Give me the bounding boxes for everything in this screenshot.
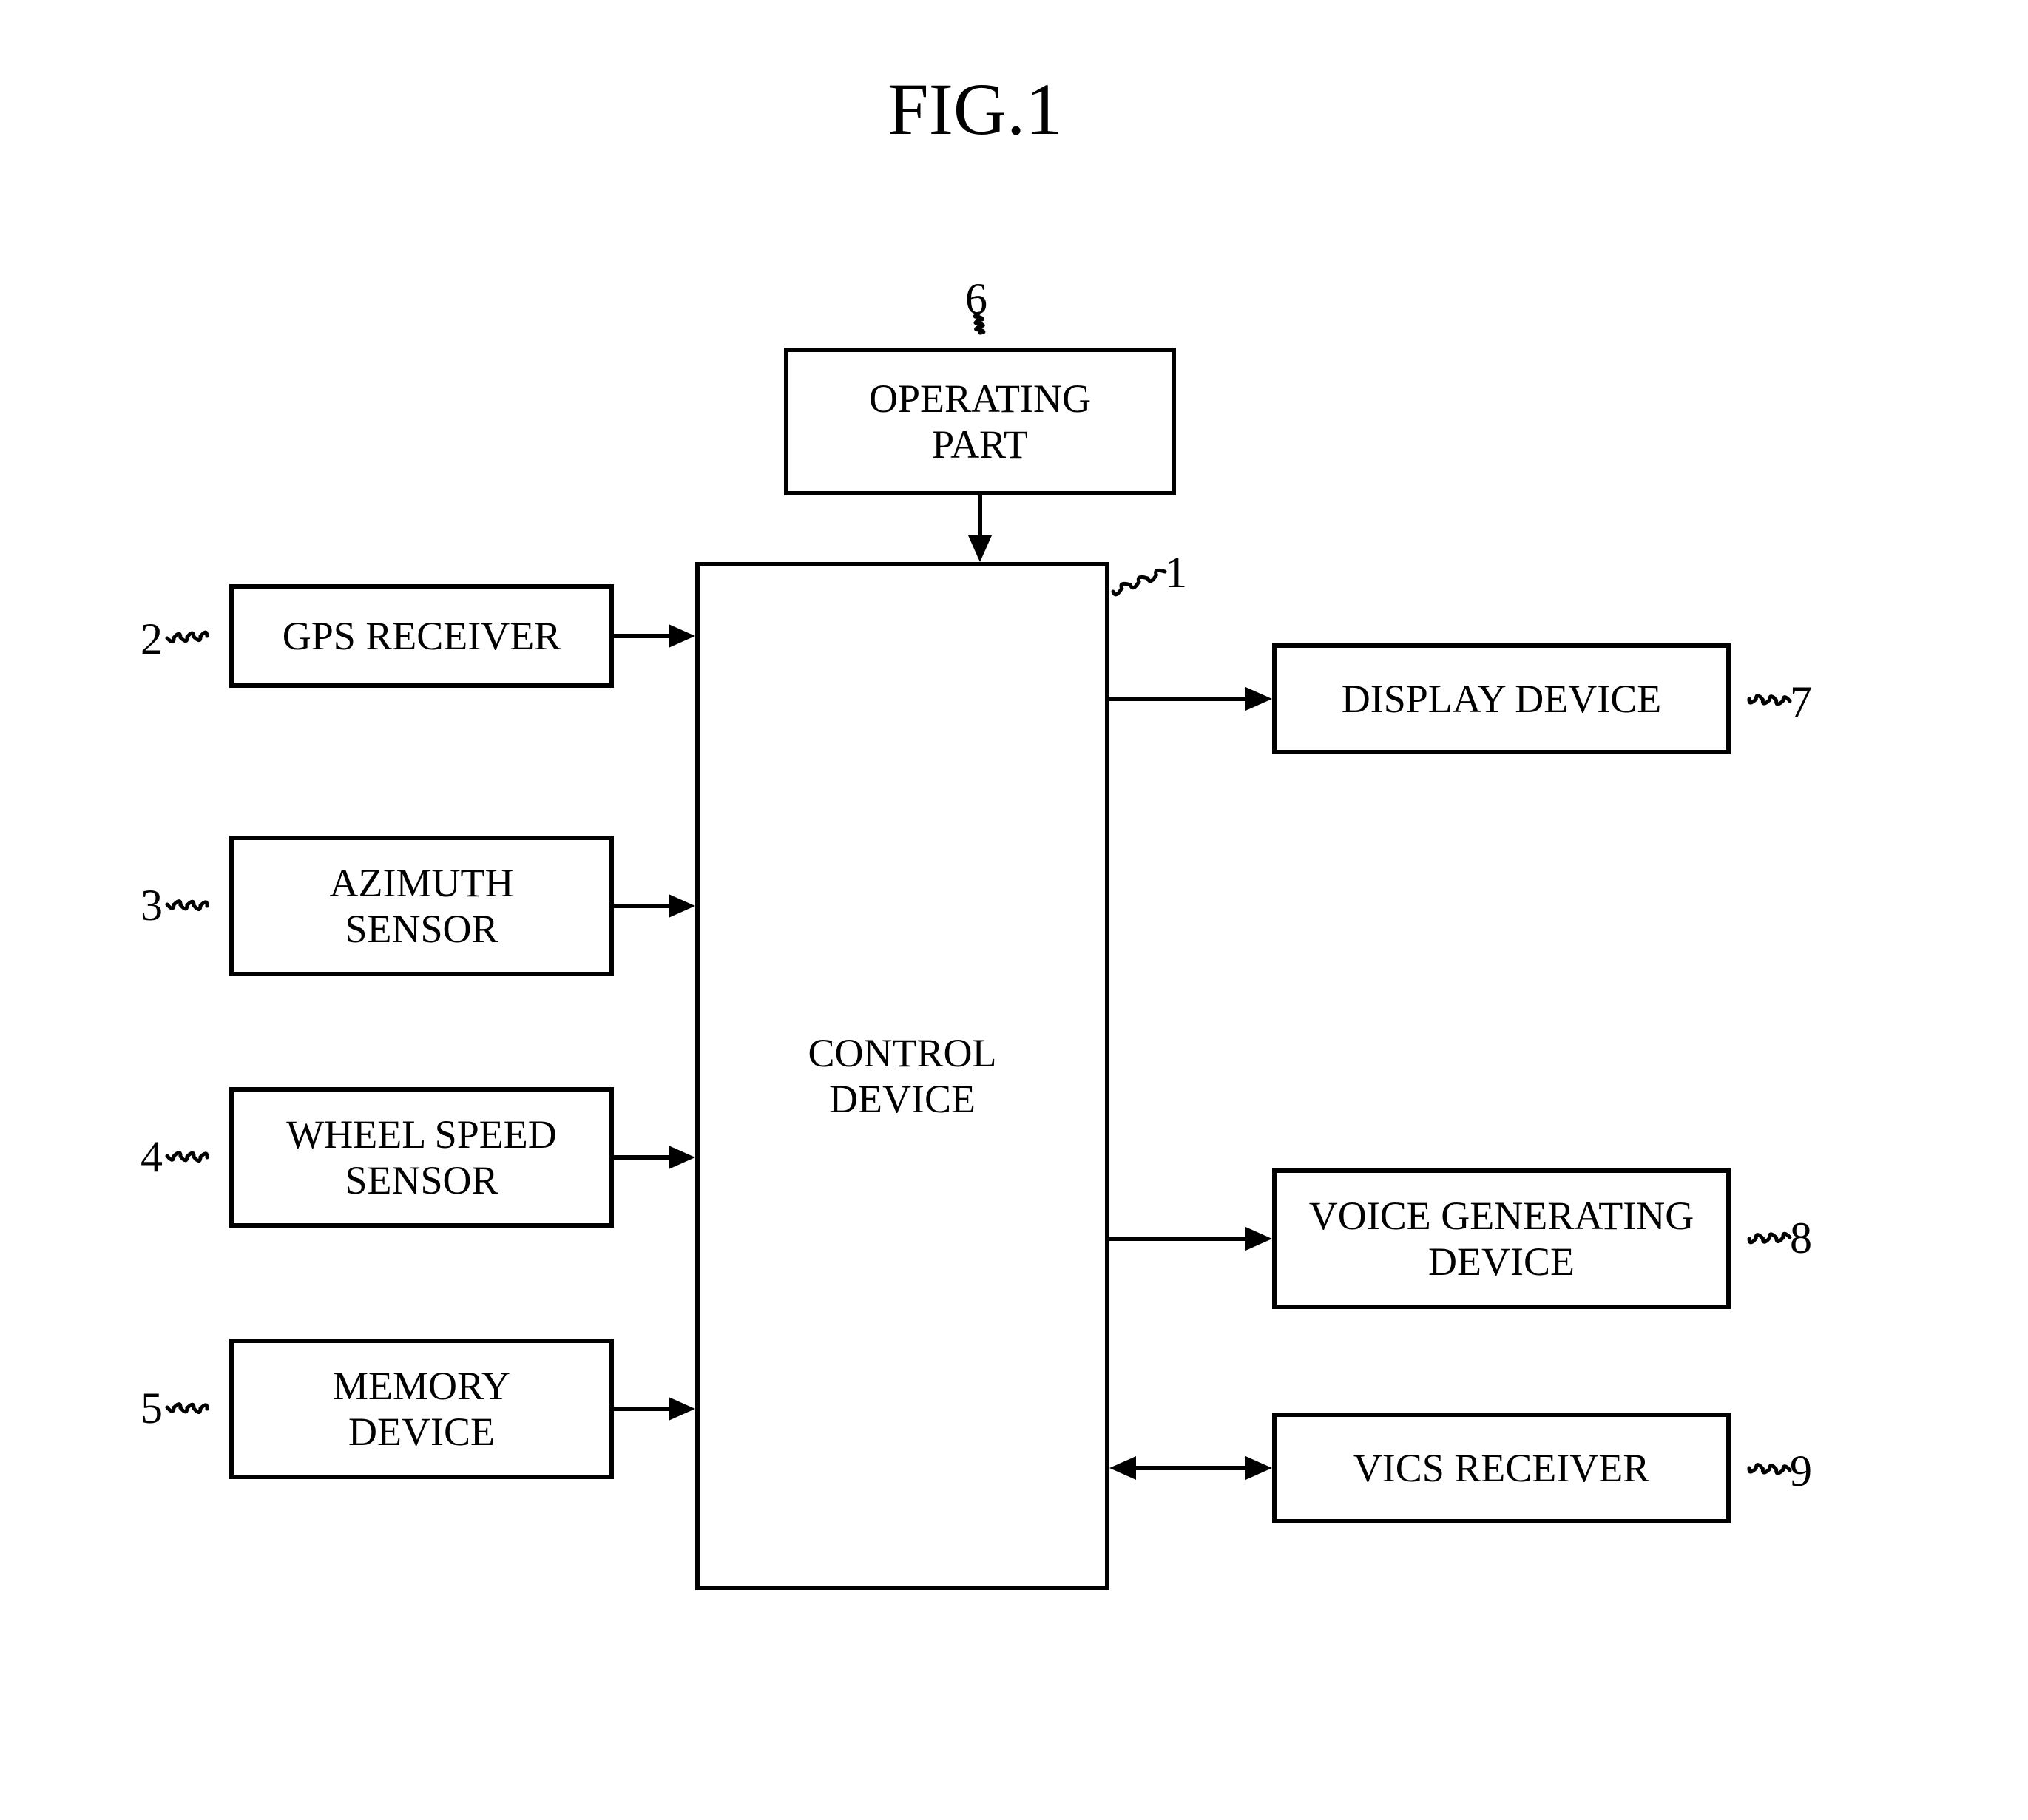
azimuth-sensor-label: AZIMUTH SENSOR (330, 860, 514, 952)
ref-5: 5 (141, 1383, 163, 1434)
vics-receiver-box: VICS RECEIVER (1272, 1413, 1731, 1523)
azimuth-sensor-box: AZIMUTH SENSOR (229, 836, 614, 976)
voice-generating-device-box: VOICE GENERATING DEVICE (1272, 1168, 1731, 1309)
ref-6: 6 (965, 274, 987, 325)
operating-part-box: OPERATING PART (784, 348, 1176, 495)
control-device-label: CONTROL DEVICE (808, 1030, 997, 1122)
control-device-box: CONTROL DEVICE (695, 562, 1109, 1590)
diagram-stage: FIG.1 CONTROL DEVICE OPERATING PART GPS … (0, 0, 2028, 1820)
wheel-speed-sensor-box: WHEEL SPEED SENSOR (229, 1087, 614, 1228)
voice-generating-device-label: VOICE GENERATING DEVICE (1309, 1193, 1694, 1285)
memory-device-label: MEMORY DEVICE (333, 1363, 510, 1455)
ref-1: 1 (1165, 547, 1187, 598)
ref-3: 3 (141, 880, 163, 931)
display-device-label: DISPLAY DEVICE (1342, 676, 1662, 722)
ref-8: 8 (1790, 1213, 1812, 1264)
memory-device-box: MEMORY DEVICE (229, 1339, 614, 1479)
ref-4: 4 (141, 1131, 163, 1183)
figure-title: FIG.1 (888, 67, 1062, 152)
vics-receiver-label: VICS RECEIVER (1353, 1445, 1650, 1491)
ref-2: 2 (141, 614, 163, 665)
ref-7: 7 (1790, 677, 1812, 728)
display-device-box: DISPLAY DEVICE (1272, 643, 1731, 754)
gps-receiver-box: GPS RECEIVER (229, 584, 614, 688)
operating-part-label: OPERATING PART (869, 376, 1091, 467)
gps-receiver-label: GPS RECEIVER (283, 613, 561, 659)
wheel-speed-sensor-label: WHEEL SPEED SENSOR (286, 1112, 556, 1203)
ref-9: 9 (1790, 1446, 1812, 1497)
